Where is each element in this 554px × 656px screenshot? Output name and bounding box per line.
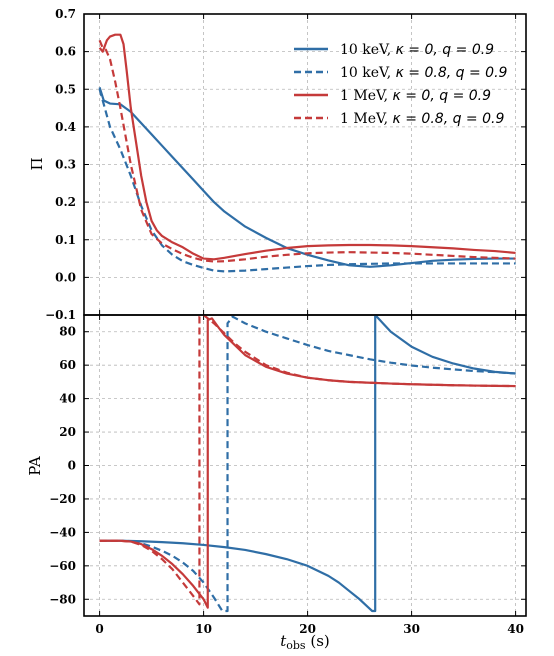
bottom-series-3 [99, 315, 516, 606]
bottom-ticks [84, 315, 526, 616]
bottom-series-0 [99, 315, 516, 613]
x-axis-label: tobs (s) [280, 632, 330, 652]
top-ytick-label-4: 0.3 [55, 158, 76, 172]
bottom-ytick-label-4: 0 [68, 459, 76, 473]
x-axis-label-subscript: obs [286, 639, 306, 652]
top-y-tick-labels: −0.1 0.0 0.1 0.2 0.3 0.4 0.5 0.6 0.7 [45, 7, 76, 322]
top-gridlines [84, 13, 526, 316]
legend-label-math-3: κ = 0.8, q = 0.9 [393, 111, 505, 127]
top-ytick-label-8: 0.7 [55, 7, 76, 21]
bottom-y-tick-labels: −80 −60 −40 −20 0 20 40 60 80 [49, 325, 76, 607]
top-ytick-label-1: 0.0 [55, 270, 76, 284]
position-angle-panel: −80 −60 −40 −20 0 20 40 60 80 0 10 20 30 40 PA tobs … [26, 314, 527, 652]
x-tick-label-0: 0 [95, 622, 103, 636]
x-tick-label-4: 40 [507, 622, 524, 636]
x-axis-label-unit: (s) [306, 632, 330, 650]
top-ticks [84, 13, 526, 316]
legend-label-prefix-0: 10 keV, [340, 42, 396, 58]
top-series-0 [98, 87, 516, 268]
top-ytick-label-5: 0.4 [55, 120, 76, 134]
bottom-ytick-label-6: 40 [59, 392, 76, 406]
bottom-ytick-label-1: −60 [49, 559, 76, 573]
legend-label-2: 1 MeV, κ = 0, q = 0.9 [340, 88, 491, 104]
legend-label-3: 1 MeV, κ = 0.8, q = 0.9 [340, 111, 504, 127]
bottom-y-axis-label: PA [26, 456, 44, 476]
top-ytick-label-3: 0.2 [55, 195, 76, 209]
legend-label-prefix-1: 10 keV, [340, 65, 396, 81]
legend-label-prefix-2: 1 MeV, [340, 88, 393, 104]
top-series-1 [98, 88, 516, 273]
bottom-plot-frame [83, 314, 527, 617]
legend: 10 keV, κ = 0, q = 0.910 keV, κ = 0.8, q… [294, 42, 508, 127]
top-ytick-label-7: 0.6 [55, 45, 76, 59]
legend-label-0: 10 keV, κ = 0, q = 0.9 [340, 42, 494, 58]
legend-label-1: 10 keV, κ = 0.8, q = 0.9 [340, 65, 508, 81]
top-series-2 [98, 33, 516, 261]
x-axis-label-main: t [280, 632, 287, 650]
top-ytick-label-2: 0.1 [55, 233, 76, 247]
legend-label-math-0: κ = 0, q = 0.9 [396, 42, 495, 58]
top-ytick-label-0: −0.1 [45, 308, 76, 322]
bottom-gridlines [84, 315, 526, 616]
legend-label-math-2: κ = 0, q = 0.9 [393, 88, 492, 104]
bottom-ytick-label-7: 60 [59, 358, 76, 372]
x-tick-label-3: 30 [403, 622, 420, 636]
x-tick-label-2: 20 [299, 622, 316, 636]
bottom-ytick-label-2: −40 [49, 525, 76, 539]
top-ytick-label-6: 0.5 [55, 82, 76, 96]
x-tick-label-1: 10 [195, 622, 212, 636]
legend-label-prefix-3: 1 MeV, [340, 111, 393, 127]
polarization-panel: −0.1 0.0 0.1 0.2 0.3 0.4 0.5 0.6 0.7 Π 10 keV, κ… [28, 7, 527, 322]
bottom-ytick-label-0: −80 [49, 592, 76, 606]
bottom-series-1 [99, 315, 516, 613]
legend-label-math-1: κ = 0.8, q = 0.9 [396, 65, 508, 81]
top-series-3 [98, 39, 516, 263]
x-tick-labels: 0 10 20 30 40 [95, 622, 524, 636]
top-y-axis-label: Π [28, 157, 46, 170]
bottom-ytick-label-3: −20 [49, 492, 76, 506]
bottom-ytick-label-5: 20 [59, 425, 76, 439]
bottom-series-lines [99, 315, 516, 613]
top-series-lines [98, 33, 516, 273]
bottom-series-2 [99, 317, 516, 609]
bottom-ytick-label-8: 80 [59, 325, 76, 339]
